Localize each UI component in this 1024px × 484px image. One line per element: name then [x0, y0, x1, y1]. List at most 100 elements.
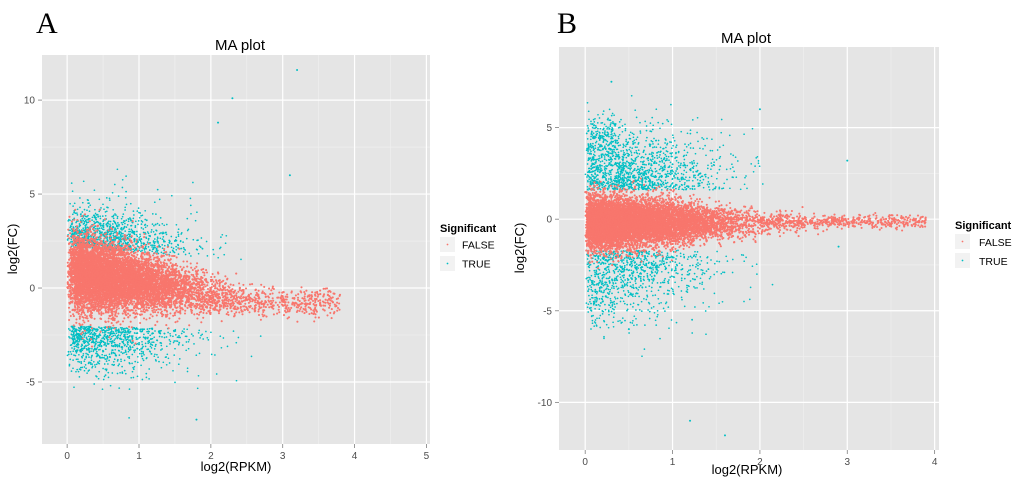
point-true [125, 331, 127, 334]
point-true [172, 369, 174, 372]
point-true [98, 326, 100, 328]
point-true [94, 364, 96, 366]
point-true [118, 233, 120, 235]
point-true [140, 364, 142, 367]
point-false [192, 291, 195, 294]
point-true [128, 339, 130, 341]
point-true [83, 334, 86, 337]
point-true [82, 219, 85, 222]
point-true [71, 233, 74, 235]
point-true [84, 333, 87, 335]
point-false [121, 307, 124, 310]
point-false [182, 266, 185, 269]
point-true [146, 231, 149, 233]
point-true [201, 247, 204, 250]
point-true [83, 360, 86, 363]
point-true [132, 248, 135, 251]
point-true [121, 223, 124, 226]
point-true [168, 362, 171, 364]
point-true [136, 375, 139, 378]
point-true [206, 336, 209, 339]
point-true [131, 335, 134, 337]
point-true [85, 356, 88, 359]
point-true [128, 357, 131, 360]
point-true [114, 227, 116, 229]
point-true [149, 249, 151, 252]
point-true [119, 234, 122, 236]
point-true [125, 226, 128, 228]
point-true [113, 332, 116, 335]
point-true [137, 223, 139, 226]
point-true [81, 366, 84, 369]
point-false [132, 244, 135, 247]
point-true [122, 327, 125, 330]
point-true [133, 351, 136, 353]
point-true [76, 368, 79, 371]
point-true [189, 197, 192, 200]
point-true [153, 355, 156, 358]
point-true [154, 330, 156, 332]
point-true [144, 245, 147, 248]
point-true [70, 333, 73, 336]
point-true [141, 357, 144, 360]
point-true [138, 341, 140, 344]
point-true [69, 358, 72, 361]
point-true [94, 366, 97, 368]
point-true [132, 376, 135, 379]
point-true [114, 352, 116, 355]
point-false [139, 307, 142, 310]
point-true [119, 334, 122, 337]
point-true [169, 343, 171, 345]
point-true [66, 238, 69, 241]
point-false [89, 230, 92, 233]
point-true [127, 347, 130, 349]
point-true [169, 251, 172, 254]
point-true [141, 343, 144, 346]
point-true [121, 365, 123, 368]
point-true [156, 237, 159, 240]
point-true [158, 198, 161, 201]
point-true [155, 343, 157, 346]
point-true [153, 201, 156, 204]
point-true [162, 361, 165, 364]
point-true [80, 335, 83, 338]
point-true [129, 346, 132, 349]
point-true [83, 217, 86, 220]
point-true [89, 204, 92, 207]
point-true [157, 356, 159, 359]
point-true [134, 349, 137, 351]
point-true [98, 370, 101, 373]
point-true [195, 418, 198, 421]
point-false [151, 315, 154, 318]
point-false [94, 230, 97, 233]
point-true [136, 230, 138, 233]
point-true [144, 342, 147, 345]
point-true [154, 345, 157, 347]
point-true [85, 355, 88, 358]
point-true [83, 220, 86, 223]
point-true [87, 206, 90, 208]
point-true [219, 335, 222, 338]
point-false [226, 277, 229, 280]
point-true [79, 366, 82, 369]
point-true [81, 201, 84, 204]
point-true [75, 370, 77, 373]
point-true [95, 336, 98, 338]
point-true [108, 233, 111, 235]
point-true [114, 221, 117, 224]
point-true [97, 348, 100, 351]
point-true [74, 354, 77, 357]
point-true [140, 350, 143, 353]
point-true [115, 332, 118, 335]
point-true [98, 227, 100, 230]
point-true [124, 242, 127, 244]
point-true [87, 342, 90, 344]
point-true [138, 237, 141, 239]
point-false [155, 314, 158, 317]
point-true [124, 230, 127, 232]
point-true [112, 345, 115, 347]
point-false [121, 320, 125, 323]
point-true [118, 363, 121, 365]
point-true [134, 220, 137, 223]
